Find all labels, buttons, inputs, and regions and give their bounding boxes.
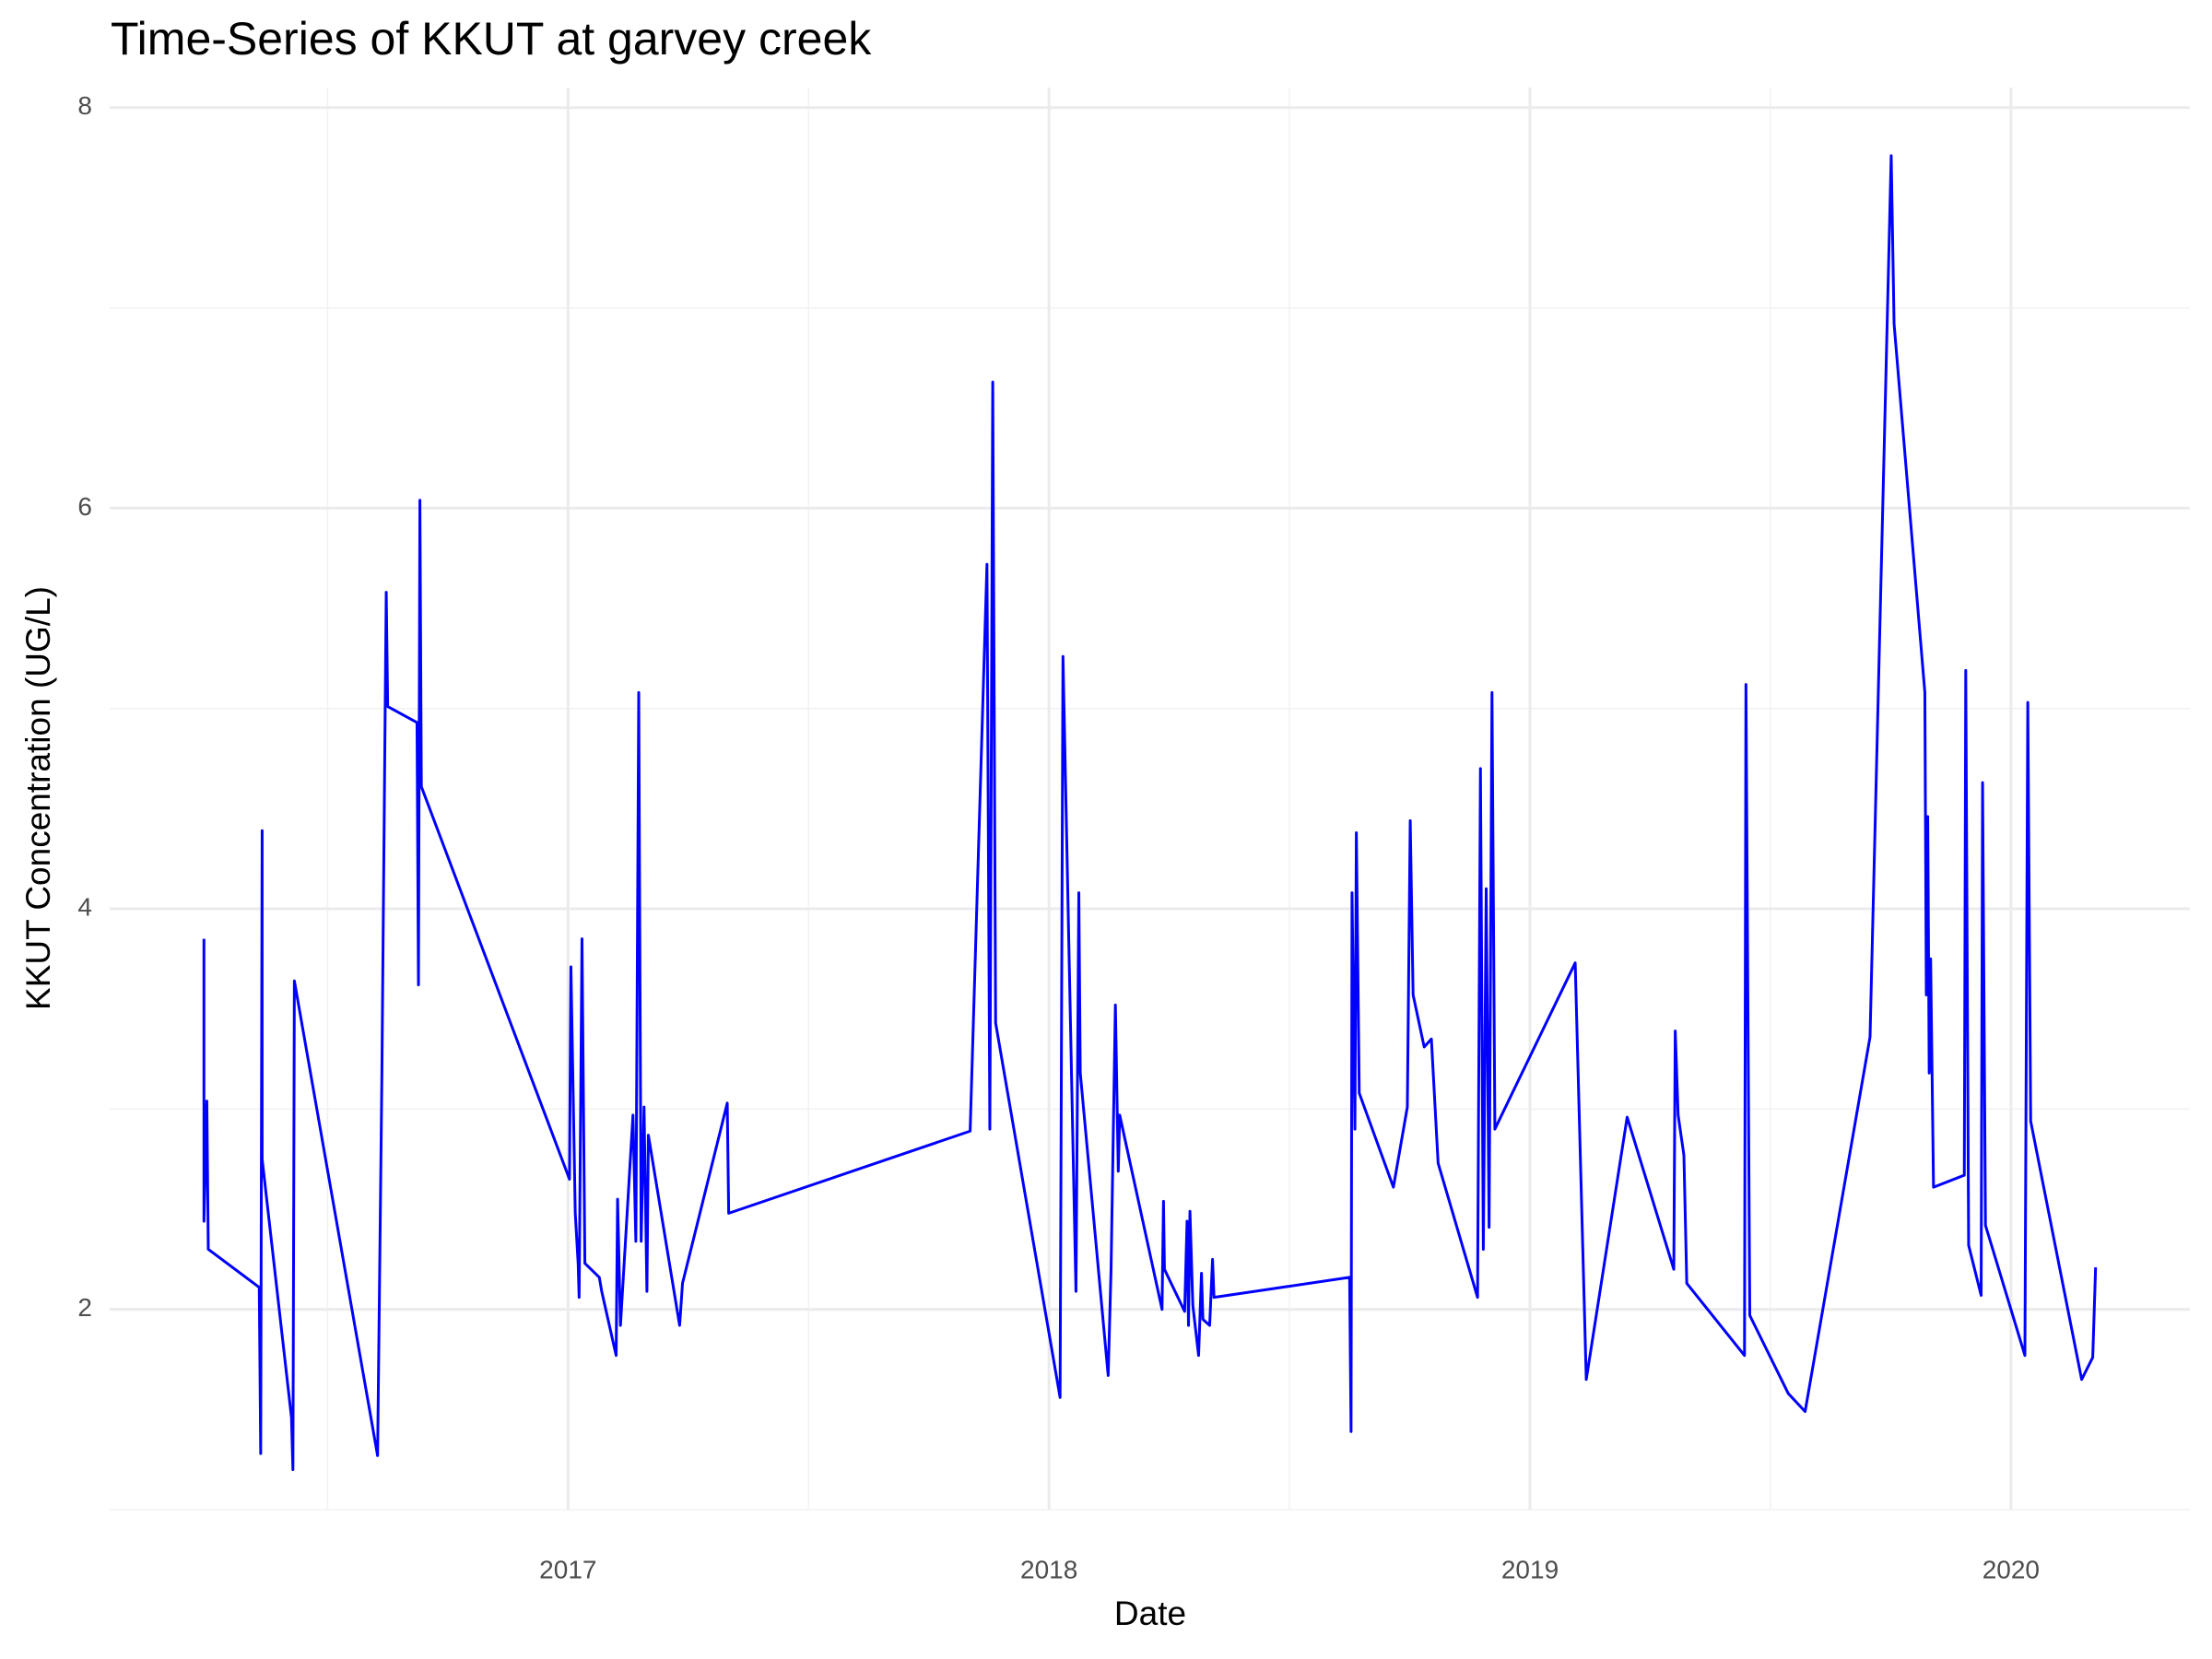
y-tick-label: 2 <box>77 1293 92 1322</box>
x-tick-label: 2020 <box>1983 1555 2040 1583</box>
y-tick-label: 4 <box>77 892 92 921</box>
y-tick-label: 8 <box>77 91 92 120</box>
y-tick-label: 6 <box>77 492 92 521</box>
x-axis-title: Date <box>1114 1594 1186 1632</box>
x-tick-label: 2019 <box>1501 1555 1559 1583</box>
chart-title: Time-Series of KKUT at garvey creek <box>111 13 872 65</box>
y-axis-title: KKUT Concentration (UG/L) <box>19 586 57 1010</box>
data-line <box>202 154 2098 1472</box>
x-tick-label: 2017 <box>539 1555 596 1583</box>
x-tick-label: 2018 <box>1020 1555 1077 1583</box>
